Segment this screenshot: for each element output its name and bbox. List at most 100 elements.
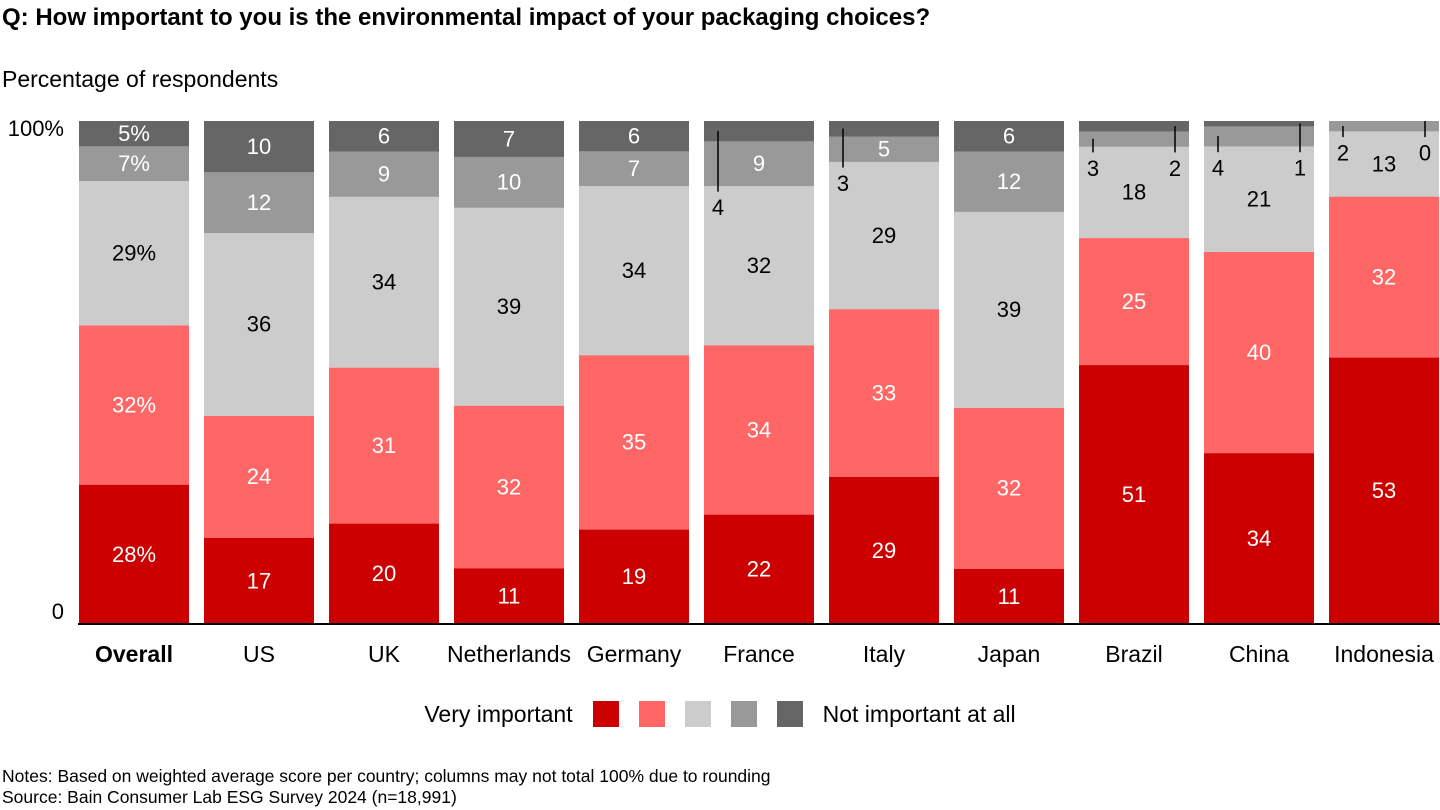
source-line: Source: Bain Consumer Lab ESG Survey 202… (2, 787, 457, 807)
data-label-indonesia-s3: 13 (1372, 151, 1396, 176)
data-label-overall-s3: 29% (112, 241, 156, 266)
legend: Very important Not important at all (0, 696, 1440, 732)
data-label-japan-s2: 32 (997, 476, 1021, 501)
footnotes: Notes: Based on weighted average score p… (2, 766, 771, 808)
data-label-uk-s1: 20 (372, 561, 396, 586)
bar-segment-netherlands-s4 (454, 156, 564, 208)
data-label-china-s3: 21 (1247, 187, 1271, 212)
data-label-netherlands-s3: 39 (497, 294, 521, 319)
data-label-germany-s4: 7 (628, 156, 640, 181)
x-tick-china: China (1229, 641, 1289, 667)
data-label-brazil-s5: 2 (1169, 156, 1181, 181)
y-tick-top: 100% (8, 116, 64, 141)
data-label-germany-s5: 6 (628, 123, 640, 148)
data-label-uk-s5: 6 (378, 124, 390, 149)
bar-segment-us-s2 (204, 415, 314, 538)
bar-segment-china-s3 (1204, 146, 1314, 253)
x-tick-uk: UK (368, 641, 401, 667)
x-tick-labels: Overall US UK Netherlands Germany France Italy… (95, 641, 1434, 667)
bar-segment-germany-s2 (579, 355, 689, 530)
data-label-brazil-s1: 51 (1122, 482, 1146, 507)
data-label-uk-s4: 9 (378, 161, 390, 186)
bar-segment-uk-s4 (329, 151, 439, 197)
y-axis-label: Percentage of respondents (2, 66, 279, 92)
y-tick-bottom: 0 (52, 599, 64, 624)
x-tick-overall: Overall (95, 641, 173, 667)
bar-segment-overall-s3 (79, 180, 189, 326)
x-tick-france: France (723, 641, 795, 667)
x-tick-netherlands: Netherlands (447, 641, 571, 667)
bar-segment-germany-s5 (579, 121, 689, 152)
bar-segment-china-s2 (1204, 251, 1314, 454)
data-label-us-s3: 36 (247, 312, 271, 337)
bar-segment-us-s4 (204, 171, 314, 234)
bar-segment-netherlands-s2 (454, 405, 564, 569)
data-label-italy-s3: 29 (872, 223, 896, 248)
legend-left-label: Very important (424, 700, 573, 727)
bar-segment-overall-s4 (79, 145, 189, 182)
bar-segment-uk-s2 (329, 367, 439, 524)
legend-swatch-2 (638, 701, 665, 727)
bar-segment-japan-s1 (954, 568, 1064, 625)
legend-swatch-5 (776, 701, 803, 727)
data-label-china-s4: 4 (1212, 156, 1224, 181)
bar-segment-italy-s2 (829, 308, 939, 477)
x-tick-indonesia: Indonesia (1334, 641, 1434, 667)
x-tick-brazil: Brazil (1105, 641, 1163, 667)
bar-segment-germany-s1 (579, 529, 689, 625)
bar-segment-italy-s5 (829, 121, 939, 137)
bar-segment-france-s5 (704, 121, 814, 142)
bar-segment-china-s4 (1204, 126, 1314, 147)
data-label-netherlands-s5: 7 (503, 126, 515, 151)
bar-segment-us-s3 (204, 232, 314, 416)
bar-segment-indonesia-s4 (1329, 121, 1439, 132)
bar-segment-uk-s1 (329, 523, 439, 625)
bar-segment-uk-s3 (329, 196, 439, 368)
data-label-indonesia-s4: 2 (1337, 141, 1349, 166)
bar-segment-netherlands-s5 (454, 121, 564, 157)
bar-segment-france-s3 (704, 185, 814, 346)
bar-segment-japan-s4 (954, 151, 1064, 212)
legend-swatch-3 (684, 701, 711, 727)
bar-segment-japan-s5 (954, 121, 1064, 152)
stacked-bar-chart: 28%32%29%7%5%172436121020313496113239107… (8, 116, 1440, 667)
bar-segment-uk-s5 (329, 121, 439, 152)
bar-segment-france-s2 (704, 345, 814, 515)
bar-segment-france-s4 (704, 140, 814, 187)
data-label-japan-s1: 11 (998, 584, 1021, 609)
data-label-uk-s2: 31 (372, 433, 396, 458)
bar-segment-indonesia-s1 (1329, 357, 1439, 625)
notes-line: Notes: Based on weighted average score p… (2, 766, 771, 786)
data-label-china-s5: 1 (1294, 156, 1306, 181)
data-label-germany-s3: 34 (622, 258, 646, 283)
bar-segment-brazil-s4 (1079, 131, 1189, 147)
data-label-overall-s4: 7% (118, 151, 150, 176)
x-tick-germany: Germany (587, 641, 682, 667)
data-label-italy-s4: 5 (878, 136, 890, 161)
data-label-netherlands-s4: 10 (497, 170, 521, 195)
bar-segment-france-s1 (704, 514, 814, 625)
bar-segment-overall-s2 (79, 325, 189, 485)
data-label-france-s5: 4 (712, 195, 724, 220)
data-label-us-s5: 10 (247, 134, 271, 159)
data-label-indonesia-s2: 32 (1372, 264, 1396, 289)
data-labels-layer: 28%32%29%7%5%172436121020313496113239107… (112, 121, 1431, 609)
data-label-japan-s4: 12 (997, 169, 1021, 194)
data-label-brazil-s4: 3 (1087, 156, 1099, 181)
legend-swatch-1 (592, 701, 619, 727)
data-label-uk-s3: 34 (372, 270, 396, 295)
data-label-china-s2: 40 (1247, 340, 1271, 365)
bar-segment-italy-s3 (829, 161, 939, 310)
data-label-japan-s3: 39 (997, 297, 1021, 322)
bar-segment-indonesia-s2 (1329, 196, 1439, 358)
data-label-overall-s2: 32% (112, 392, 156, 417)
data-label-japan-s5: 6 (1003, 124, 1015, 149)
bar-segment-italy-s4 (829, 136, 939, 162)
data-label-france-s4: 9 (753, 151, 765, 176)
data-label-brazil-s2: 25 (1122, 289, 1146, 314)
data-label-netherlands-s2: 32 (497, 474, 521, 499)
data-label-brazil-s3: 18 (1122, 180, 1146, 205)
chart-title: Q: How important to you is the environme… (2, 4, 931, 31)
data-label-overall-s5: 5% (118, 121, 150, 146)
bar-segment-netherlands-s1 (454, 568, 564, 625)
